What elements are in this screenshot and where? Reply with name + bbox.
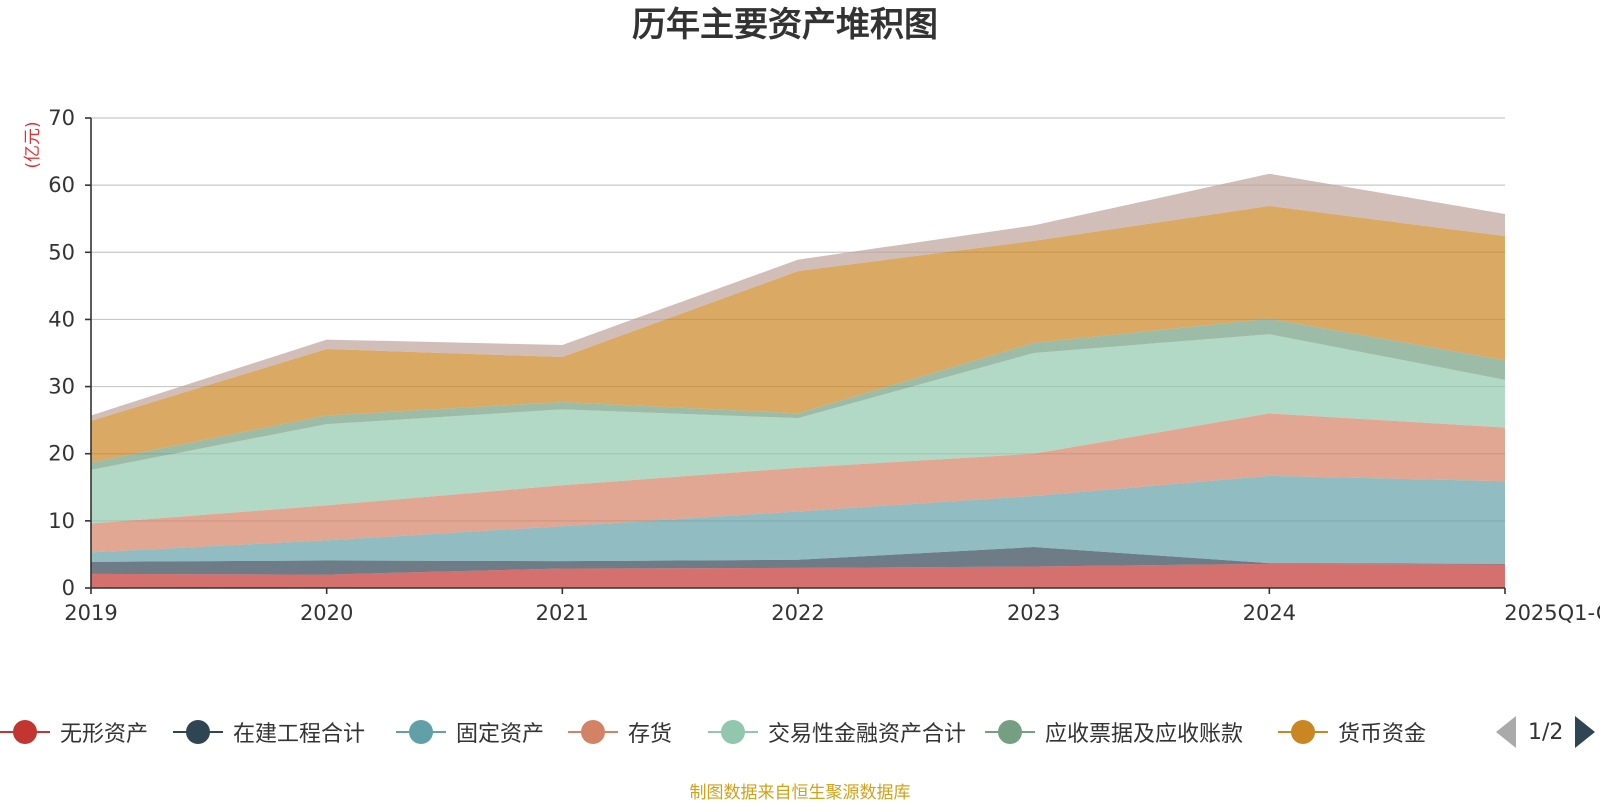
legend-marker-icon	[1278, 717, 1328, 747]
legend-item-label: 货币资金	[1338, 722, 1427, 747]
y-tick-label: 20	[48, 442, 75, 466]
area-2	[91, 475, 1505, 564]
y-tick-label: 10	[48, 509, 75, 533]
data-source-footer: 制图数据来自恒生聚源数据库	[689, 783, 911, 803]
legend-marker-icon	[0, 717, 50, 747]
axes	[85, 117, 1506, 594]
legend-item[interactable]: 固定资产	[396, 712, 544, 752]
legend: 无形资产 在建工程合计 固定资产 存货 交易性金融资产合计 应收票据及应收账款 货币资金	[0, 712, 1600, 752]
area-0	[91, 563, 1505, 588]
legend-marker-icon	[396, 717, 446, 747]
legend-prev-page-icon[interactable]	[1496, 716, 1516, 748]
legend-item-label: 固定资产	[456, 722, 545, 747]
y-tick-label: 50	[48, 240, 75, 264]
legend-page-indicator: 1/2	[1528, 719, 1564, 745]
x-tick-label: 2019	[64, 601, 117, 625]
legend-item[interactable]: 货币资金	[1278, 712, 1426, 752]
legend-marker-icon	[173, 717, 223, 747]
legend-item-label: 存货	[628, 722, 673, 747]
x-tick-label: 2021	[536, 601, 589, 625]
legend-item-label: 无形资产	[60, 722, 149, 747]
legend-item[interactable]: 交易性金融资产合计	[708, 712, 966, 752]
x-tick-label: 2020	[300, 601, 353, 625]
area-1	[91, 547, 1505, 575]
area-6	[91, 205, 1505, 463]
legend-item[interactable]: 存货	[568, 712, 672, 752]
legend-next-page-icon[interactable]	[1575, 716, 1596, 748]
x-tick-label: 2024	[1243, 601, 1296, 625]
area-7	[91, 173, 1505, 421]
y-axis-unit-label: (亿元)	[23, 121, 43, 168]
legend-pager: 1/2	[1496, 712, 1596, 752]
y-tick-label: 70	[48, 106, 75, 130]
stacked-areas	[91, 173, 1505, 588]
legend-item-label: 在建工程合计	[233, 722, 366, 747]
legend-item-label: 交易性金融资产合计	[768, 722, 967, 747]
y-tick-label: 60	[48, 173, 75, 197]
x-tick-label: 2023	[1007, 601, 1060, 625]
legend-item[interactable]: 无形资产	[0, 712, 148, 752]
y-tick-label: 30	[48, 375, 75, 399]
tick-labels: 0 10 20 30 40 50 60 70 2019 2020 2021 2022 2023 2024 2…	[48, 106, 1600, 625]
x-tick-label: 2025Q1-Q3	[1504, 601, 1600, 625]
legend-item[interactable]: 在建工程合计	[173, 712, 365, 752]
legend-marker-icon	[985, 717, 1035, 747]
y-tick-label: 40	[48, 307, 75, 331]
chart-title: 历年主要资产堆积图	[632, 5, 938, 45]
area-3	[91, 413, 1505, 553]
legend-item-label: 应收票据及应收账款	[1045, 722, 1244, 747]
legend-marker-icon	[708, 717, 758, 747]
legend-item[interactable]: 应收票据及应收账款	[985, 712, 1243, 752]
area-4	[91, 334, 1505, 524]
x-tick-label: 2022	[771, 601, 824, 625]
legend-marker-icon	[568, 717, 618, 747]
y-tick-label: 0	[62, 576, 75, 600]
